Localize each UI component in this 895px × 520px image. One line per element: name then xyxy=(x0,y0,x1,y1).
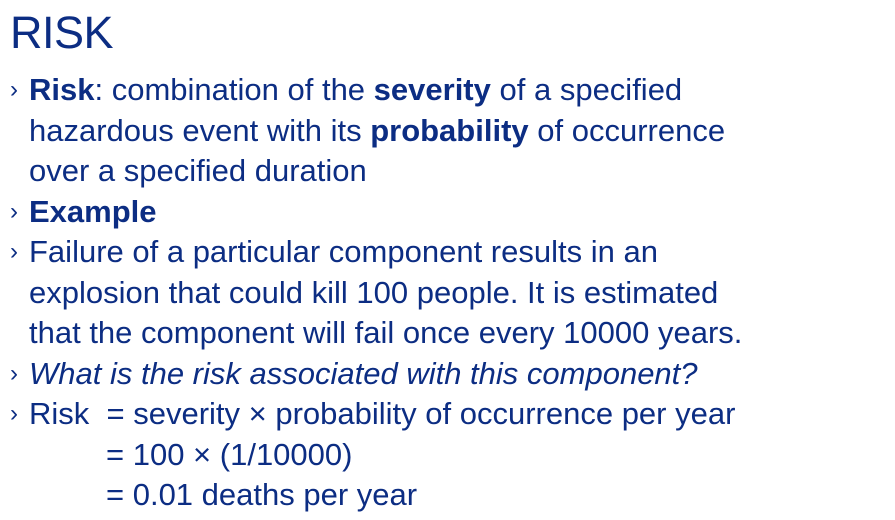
bullet-marker-icon: › xyxy=(10,400,18,427)
example-heading: Example xyxy=(29,193,157,229)
calculation-line-2: = 100 × (1/10000) xyxy=(106,436,353,472)
calculation-line-2-row: = 100 × (1/10000) xyxy=(0,435,895,476)
calculation-line-1: Risk = severity × probability of occurre… xyxy=(29,396,736,431)
bullet-example-text: › Failure of a particular component resu… xyxy=(0,232,895,354)
bullet-marker-icon: › xyxy=(10,197,18,225)
definition-probability: probability xyxy=(370,112,529,148)
calculation-line-3-row: = 0.01 deaths per year xyxy=(0,475,895,516)
definition-line2-pre: hazardous event with its xyxy=(29,112,371,148)
definition-term: Risk xyxy=(29,72,95,107)
definition-text-1: combination of the xyxy=(103,72,374,107)
bullet-question: › What is the risk associated with this … xyxy=(0,354,895,395)
bullet-marker-icon: › xyxy=(10,359,18,387)
example-line-1: Failure of a particular component result… xyxy=(29,234,658,269)
definition-severity: severity xyxy=(373,72,491,107)
bullet-list: › Risk: combination of the severity of a… xyxy=(0,70,895,516)
slide-title: RISK xyxy=(10,7,114,58)
bullet-marker-icon: › xyxy=(10,76,18,103)
definition-text-2: of a specified xyxy=(490,72,683,107)
bullet-definition: › Risk: combination of the severity of a… xyxy=(0,70,895,192)
definition-line2-post: of occurrence xyxy=(528,112,726,148)
calculation-line-3: = 0.01 deaths per year xyxy=(106,477,418,512)
question-text: What is the risk associated with this co… xyxy=(29,355,698,391)
example-line-3: that the component will fail once every … xyxy=(29,315,743,350)
definition-colon: : xyxy=(94,72,104,107)
bullet-example-heading: › Example xyxy=(0,192,895,233)
example-line-2: explosion that could kill 100 people. It… xyxy=(29,274,719,310)
definition-line3: over a specified duration xyxy=(29,153,367,188)
bullet-marker-icon: › xyxy=(10,238,18,265)
bullet-calculation: › Risk = severity × probability of occur… xyxy=(0,394,895,435)
